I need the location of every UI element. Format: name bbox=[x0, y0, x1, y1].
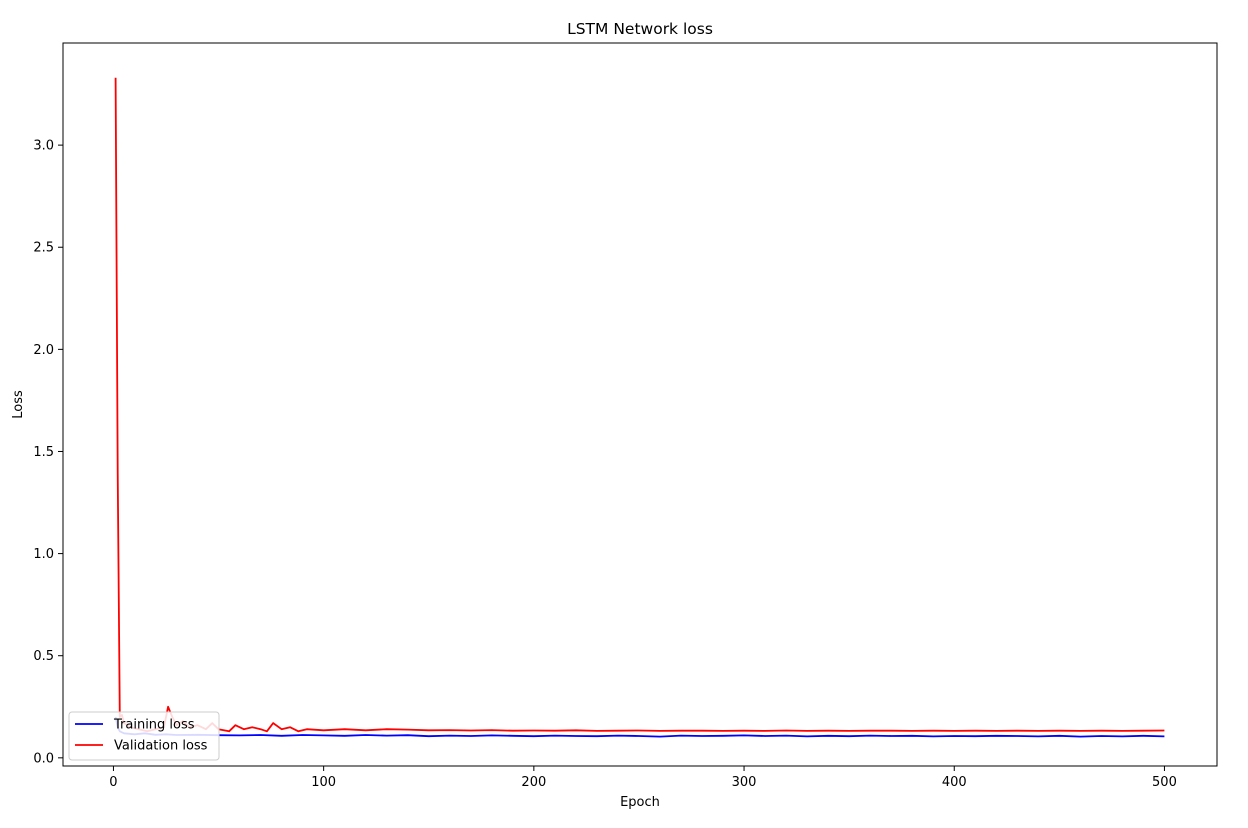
x-tick-label: 500 bbox=[1152, 775, 1177, 790]
legend-label: Validation loss bbox=[114, 739, 208, 754]
x-tick-label: 400 bbox=[942, 775, 967, 790]
legend-label: Training loss bbox=[113, 718, 195, 733]
x-axis: 0 100 200 300 400 500 bbox=[109, 766, 1177, 790]
chart-title: LSTM Network loss bbox=[567, 20, 713, 38]
legend-box bbox=[68, 711, 220, 761]
y-tick-label: 0.0 bbox=[33, 751, 54, 766]
x-tick-label: 200 bbox=[521, 775, 546, 790]
x-tick-label: 300 bbox=[732, 775, 757, 790]
y-tick-label: 3.0 bbox=[33, 139, 54, 154]
x-tick-label: 100 bbox=[311, 775, 336, 790]
y-axis-label: Loss bbox=[11, 390, 26, 419]
y-tick-label: 1.5 bbox=[33, 445, 54, 460]
plot-frame bbox=[62, 42, 1218, 767]
x-axis-label: Epoch bbox=[620, 795, 660, 810]
y-tick-label: 0.5 bbox=[33, 649, 54, 664]
legend: Training loss Validation loss bbox=[68, 711, 220, 761]
y-tick-label: 1.0 bbox=[33, 547, 54, 562]
y-axis: 0.0 0.5 1.0 1.5 2.0 2.5 3.0 bbox=[33, 139, 63, 766]
y-tick-label: 2.5 bbox=[33, 241, 54, 256]
x-tick-label: 0 bbox=[109, 775, 117, 790]
y-tick-label: 2.0 bbox=[33, 343, 54, 358]
